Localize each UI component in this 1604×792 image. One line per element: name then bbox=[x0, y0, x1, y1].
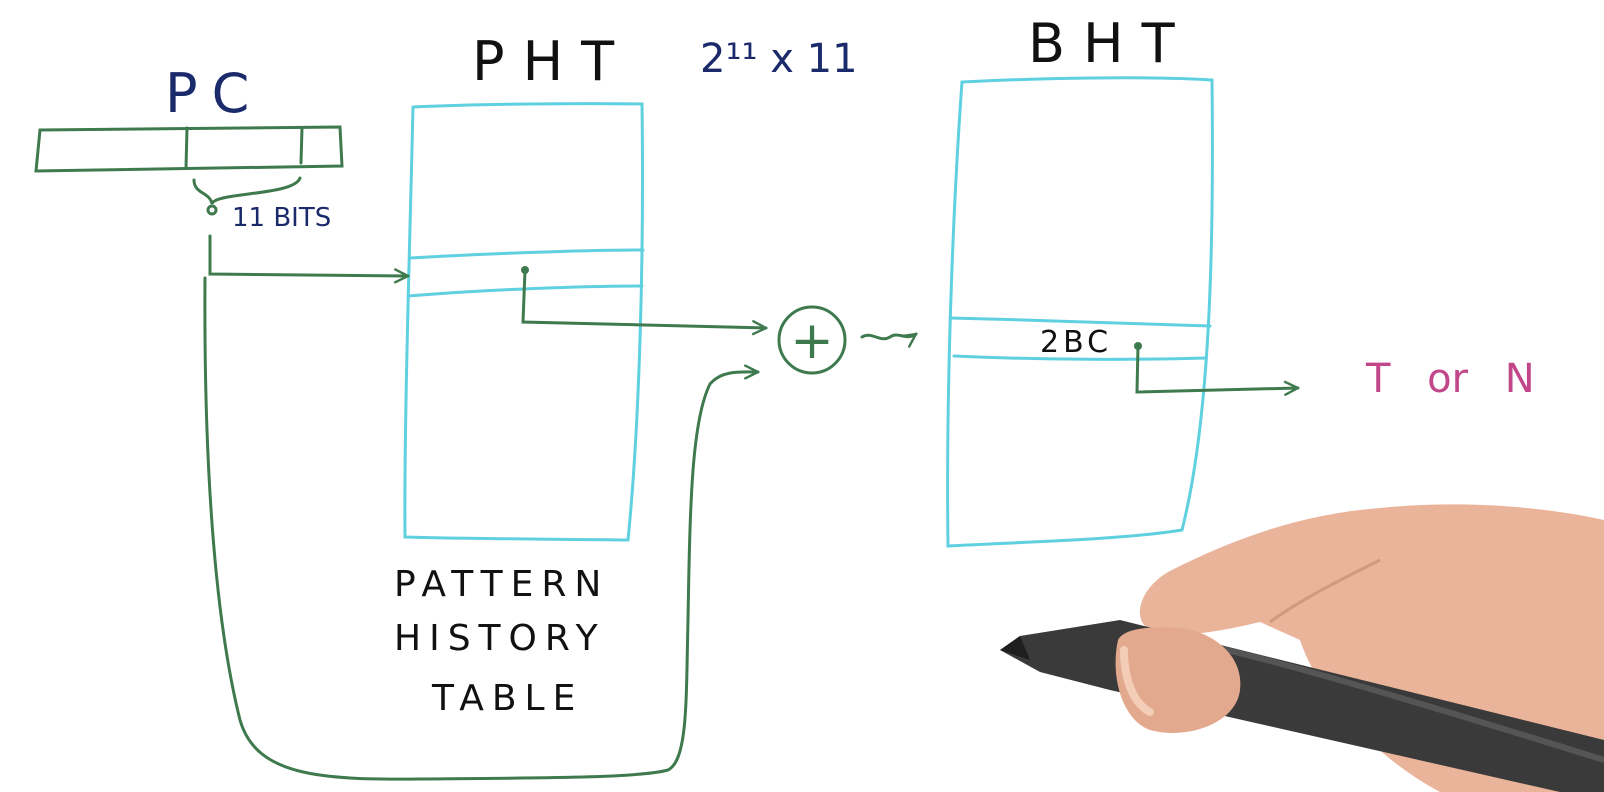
pc-bits-label: 11 BITS bbox=[232, 203, 331, 233]
pc-register bbox=[34, 125, 344, 173]
pht-entry-top bbox=[408, 248, 645, 260]
bht-entry-label: 2BC bbox=[1040, 325, 1112, 360]
bht-to-output-arrow bbox=[1135, 344, 1300, 396]
pc-loop-to-xor-arrow bbox=[203, 276, 760, 781]
xor-to-bht-arrow bbox=[860, 332, 918, 348]
pht-name-line1: PATTERN bbox=[394, 564, 609, 605]
pht-table bbox=[403, 102, 645, 542]
prediction-output-label: T or N bbox=[1365, 356, 1535, 402]
bht-title: BHT bbox=[1028, 12, 1193, 75]
pc-bit-field-brace bbox=[192, 176, 302, 205]
bht-entry-bottom bbox=[952, 354, 1208, 361]
thumb bbox=[1115, 627, 1241, 733]
pc-label: PC bbox=[165, 62, 263, 125]
xor-symbol: + bbox=[790, 311, 834, 371]
pht-name-line3: TABLE bbox=[431, 678, 583, 719]
pc-bit-field-tap bbox=[206, 204, 218, 216]
pht-entry-bottom bbox=[406, 284, 644, 298]
pht-size-label: 2¹¹ x 11 bbox=[700, 36, 858, 82]
bht-table bbox=[946, 76, 1214, 548]
pht-name-line2: HISTORY bbox=[394, 618, 606, 659]
bht-entry-top bbox=[948, 316, 1212, 328]
hand-with-pen bbox=[1000, 504, 1604, 792]
xor-node: + bbox=[777, 305, 847, 375]
pc-to-pht-arrow bbox=[208, 234, 410, 284]
pht-title: PHT bbox=[472, 30, 632, 93]
pht-to-xor-arrow bbox=[521, 268, 768, 336]
